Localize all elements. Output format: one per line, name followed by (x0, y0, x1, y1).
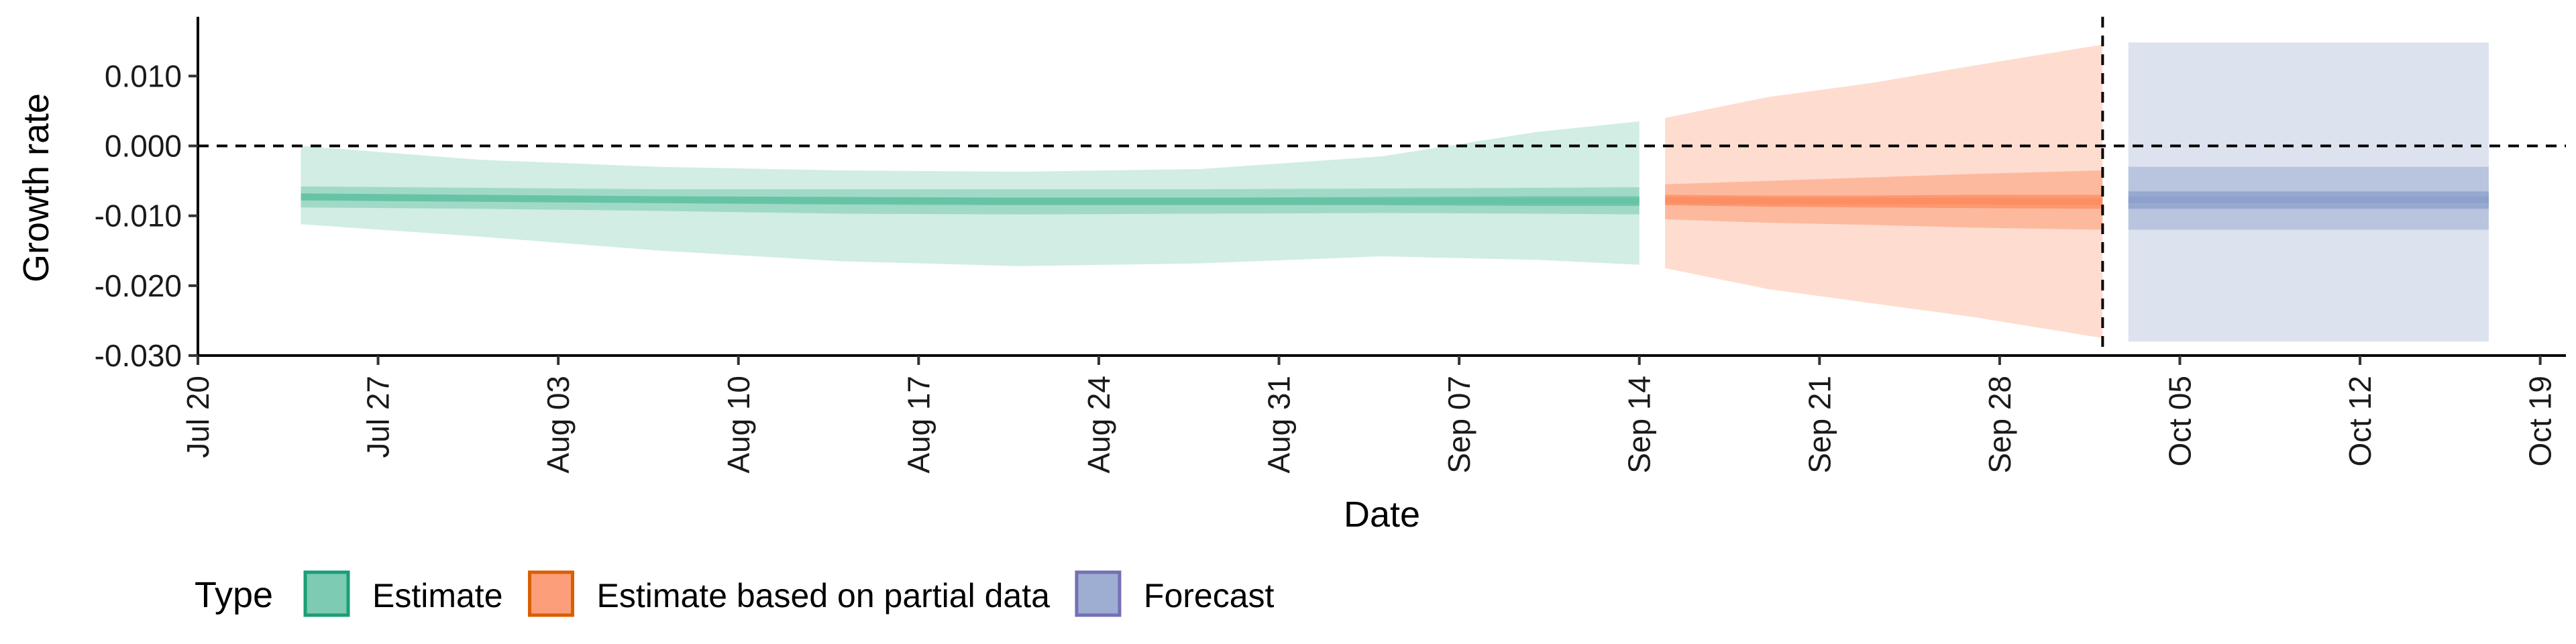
x-tick-label: Aug 10 (721, 376, 756, 474)
y-tick-label: -0.030 (95, 338, 182, 373)
legend-title: Type (195, 575, 273, 615)
x-tick-label: Sep 07 (1442, 376, 1477, 474)
y-axis-ticks: 0.010 0.000 -0.010 -0.020 -0.030 (95, 58, 198, 373)
axes (197, 17, 2566, 357)
x-axis-ticks: Jul 20 Jul 27 Aug 03 Aug 10 Aug 17 Aug 24 Aug … (180, 356, 2558, 474)
y-tick-label: 0.010 (105, 58, 182, 93)
x-tick-label: Sep 28 (1982, 376, 2017, 474)
estimate-legend-swatch (303, 570, 350, 617)
x-tick-label: Sep 21 (1802, 376, 1837, 474)
legend: Type Estimate Estimate based on partial d… (195, 570, 1275, 617)
x-axis-label: Date (1344, 494, 1420, 535)
estimate-based-on-partial-data-legend-swatch (528, 570, 575, 617)
forecast-legend-swatch (1075, 570, 1122, 617)
estimate-band-90 (301, 121, 1640, 266)
estimate-based-on-partial-data-median-line (1665, 197, 2103, 205)
y-axis-label: Growth rate (16, 93, 56, 282)
x-tick-label: Aug 24 (1081, 376, 1116, 474)
uncertainty-bands (301, 42, 2489, 342)
y-tick-label: -0.010 (95, 199, 182, 233)
x-tick-label: Aug 17 (901, 376, 936, 474)
x-tick-label: Jul 27 (361, 376, 396, 458)
x-tick-label: Oct 19 (2523, 376, 2558, 467)
y-tick-label: 0.000 (105, 129, 182, 164)
x-tick-label: Aug 31 (1262, 376, 1297, 474)
x-tick-label: Sep 14 (1622, 376, 1657, 474)
y-tick-label: -0.020 (95, 268, 182, 303)
estimate-median-line (301, 193, 1640, 205)
estimate-legend-label: Estimate (372, 577, 503, 614)
x-tick-label: Oct 05 (2162, 376, 2197, 467)
median-lines (301, 193, 2489, 205)
x-tick-label: Oct 12 (2343, 376, 2377, 467)
forecast-legend-label: Forecast (1144, 577, 1275, 614)
estimate-based-on-partial-data-legend-label: Estimate based on partial data (597, 577, 1051, 614)
x-tick-label: Aug 03 (541, 376, 576, 474)
estimate-based-on-partial-data-band-90 (1665, 44, 2103, 338)
x-tick-label: Jul 20 (180, 376, 215, 458)
